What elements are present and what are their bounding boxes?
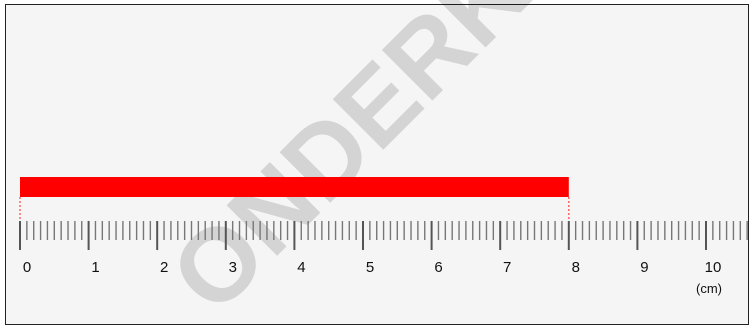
measured-bar bbox=[20, 177, 569, 197]
ruler-tick-label: 7 bbox=[503, 259, 511, 276]
ruler-tick-label: 2 bbox=[160, 259, 168, 276]
ruler-tick-label: 8 bbox=[572, 259, 580, 276]
ruler-unit-label: (cm) bbox=[696, 281, 722, 296]
bar-end-markers bbox=[19, 197, 570, 221]
ruler-tick-label: 10 bbox=[705, 259, 722, 276]
ruler-tick-label: 0 bbox=[23, 259, 31, 276]
ruler-tick-label: 1 bbox=[91, 259, 99, 276]
ruler-tick-label: 6 bbox=[434, 259, 442, 276]
ruler-tick-label: 9 bbox=[640, 259, 648, 276]
ruler-tick-label: 3 bbox=[229, 259, 237, 276]
watermark-text: ONDERK bbox=[149, 0, 550, 326]
diagram-frame bbox=[5, 4, 749, 325]
ruler-tick-label: 5 bbox=[366, 259, 374, 276]
ruler-tick-labels: 0 1 2 3 4 5 6 7 8 9 10 bbox=[23, 259, 722, 276]
ruler-tick-label: 4 bbox=[297, 259, 305, 276]
watermark: ONDERK bbox=[149, 0, 550, 326]
ruler-ticks bbox=[19, 221, 748, 250]
